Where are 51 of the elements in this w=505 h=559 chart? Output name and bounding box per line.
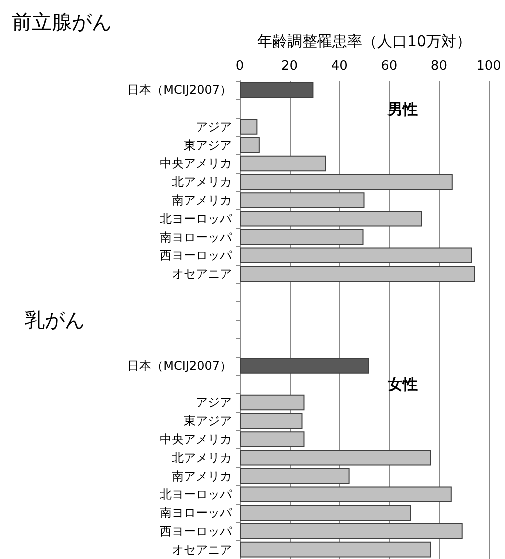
y-tick-label: 北アメリカ (172, 450, 232, 465)
bar (240, 505, 412, 521)
bar (240, 266, 476, 282)
y-tick-label: アジア (196, 120, 232, 134)
y-tick-label: 南アメリカ (172, 194, 232, 208)
x-tick-label: 40 (331, 59, 348, 74)
text: 前立腺がん (12, 10, 112, 34)
bar (240, 192, 365, 208)
bar (240, 174, 453, 190)
y-tick-label: 南ヨローッパ (160, 230, 233, 244)
bar (240, 524, 463, 540)
y-tick-label: 西ヨーロッパ (160, 248, 233, 263)
bar (240, 358, 370, 374)
y-tick-label: 中央アメリカ (160, 156, 232, 171)
y-tick-label: 日本（MCIJ2007） (128, 358, 232, 373)
y-tick-label: オセアニア (172, 542, 232, 557)
bar (240, 137, 260, 154)
bar (240, 486, 452, 503)
bar (240, 210, 422, 227)
y-tick-label: 東アジア (184, 138, 232, 152)
y-tick-label: 西ヨーロッパ (160, 524, 233, 538)
y-tick-label: オセアニア (172, 267, 232, 282)
y-tick-label: 中央アメリカ (160, 432, 232, 446)
x-axis-title: 年齢調整罹患率（人口10万対） (257, 32, 472, 50)
y-tick-label: 北アメリカ (172, 175, 232, 190)
bar (240, 156, 326, 172)
bar (240, 542, 432, 558)
annotation: 男性 (387, 100, 418, 118)
bar (240, 413, 303, 430)
x-tick-label: 80 (430, 59, 448, 74)
x-tick-label: 0 (236, 59, 244, 74)
y-tick-label: 日本（MCIJ2007） (128, 83, 232, 98)
bar (240, 119, 258, 135)
text: 乳がん (25, 308, 85, 332)
y-tick-label: アジア (196, 396, 232, 410)
annotation: 女性 (387, 376, 418, 394)
x-tick-label: 20 (282, 59, 298, 74)
y-tick-label: 南アメリカ (172, 469, 232, 484)
y-tick-label: 南ヨローッパ (160, 506, 233, 520)
y-tick-label: 北ヨーロッパ (160, 488, 233, 502)
bar (240, 248, 472, 264)
y-tick-label: 北ヨーロッパ (160, 212, 233, 226)
bar (240, 468, 350, 484)
bar (240, 82, 314, 98)
bar (240, 432, 305, 448)
bar (240, 450, 432, 466)
x-tick-label: 100 (476, 59, 502, 74)
bar (240, 229, 364, 246)
bar (240, 394, 305, 411)
x-tick-label: 60 (381, 59, 398, 74)
y-tick-label: 東アジア (184, 414, 232, 428)
